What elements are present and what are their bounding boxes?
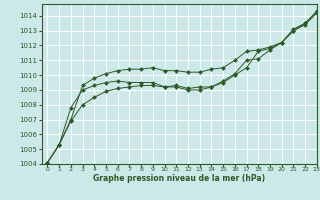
X-axis label: Graphe pression niveau de la mer (hPa): Graphe pression niveau de la mer (hPa) bbox=[93, 174, 265, 183]
